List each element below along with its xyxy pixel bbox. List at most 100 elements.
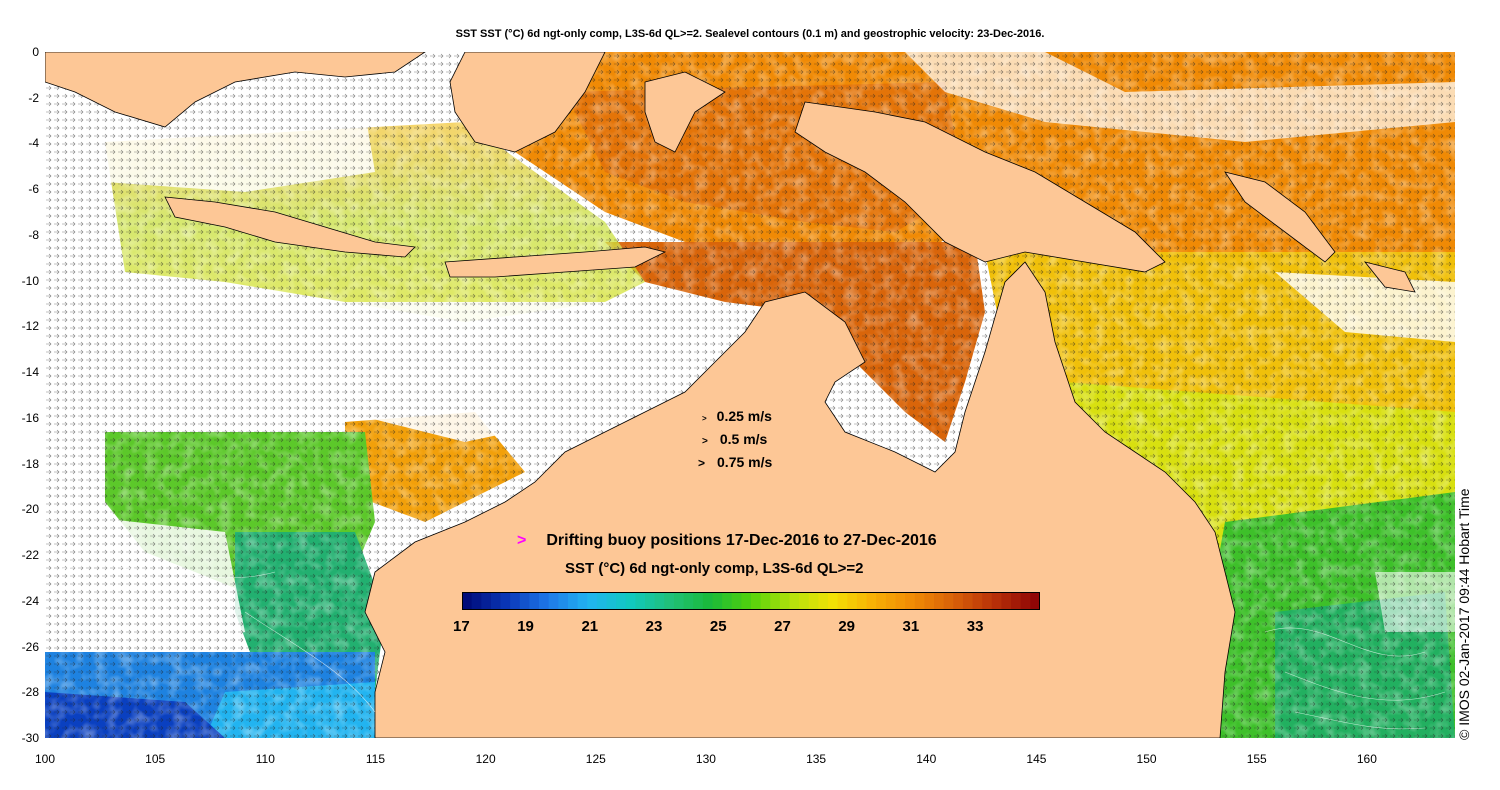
lat-tick-label: -26 [21, 639, 39, 654]
colorbar-tick-label: 21 [581, 618, 599, 635]
colorbar-segment [519, 592, 531, 610]
colorbar-tick-label: 23 [645, 618, 663, 635]
colorbar-segment [924, 592, 935, 610]
colorbar-segment [1001, 592, 1012, 610]
lat-tick-label: -16 [21, 410, 39, 425]
colorbar-segment [885, 592, 897, 610]
colorbar-segment [548, 592, 559, 610]
velocity-legend-1: >0.25 m/s [702, 408, 772, 424]
colorbar-segment [539, 592, 550, 610]
colorbar-segment [856, 592, 868, 610]
colorbar-segment [934, 592, 945, 610]
colorbar-segment [914, 592, 925, 610]
colorbar-segment [462, 592, 473, 610]
lat-tick-label: -14 [21, 365, 39, 380]
colorbar-segment [500, 592, 511, 610]
lon-tick-label: 105 [145, 752, 166, 766]
colorbar-segment [654, 592, 665, 610]
lon-tick-label: 130 [695, 752, 716, 766]
lon-tick-label: 115 [365, 752, 386, 766]
land-vanuatu [1363, 261, 1416, 293]
lon-tick-label: 125 [585, 752, 606, 766]
colorbar-segment [702, 592, 714, 610]
land-sumatra [45, 52, 426, 128]
colorbar-segment [693, 592, 704, 610]
colorbar-segment [982, 592, 993, 610]
colorbar-segment [625, 592, 636, 610]
colorbar-segment [567, 592, 579, 610]
colorbar-tick-label: 29 [838, 618, 856, 635]
lon-tick-label: 160 [1356, 752, 1377, 766]
land-australia [364, 261, 1236, 738]
lat-tick-label: -24 [21, 593, 39, 608]
colorbar-tick-label: 17 [453, 618, 470, 635]
velocity-legend-3: >0.75 m/s [698, 454, 773, 470]
colorbar-segment [837, 592, 848, 610]
colorbar-tick-label: 27 [774, 618, 791, 635]
colorbar-segment [789, 592, 800, 610]
colorbar-tick-label: 33 [966, 618, 984, 635]
lat-tick-label: 0 [32, 45, 39, 59]
colorbar-segment [731, 592, 742, 610]
colorbar-segment [481, 592, 492, 610]
colorbar-tick-label: 19 [517, 618, 534, 635]
lon-tick-label: 135 [806, 752, 827, 766]
lon-tick-label: 140 [916, 752, 937, 766]
land-lesser-sunda [444, 246, 667, 278]
colorbar-segment [770, 592, 781, 610]
lat-tick-label: -22 [21, 548, 39, 563]
colorbar-segment [962, 592, 974, 610]
colorbar-segment [905, 592, 916, 610]
lat-tick-label: -6 [28, 182, 39, 197]
lon-tick-label: 100 [34, 752, 56, 766]
land-sulawesi [644, 71, 726, 153]
arrow-small-icon: > [702, 414, 707, 423]
colorbar-segment [490, 592, 502, 610]
colorbar-segment [808, 592, 820, 610]
colorbar-segment [876, 592, 887, 610]
colorbar-tick-label: 31 [902, 618, 920, 635]
buoy-marker-icon: > [517, 532, 527, 549]
lat-tick-label: -2 [28, 90, 39, 105]
colorbar-segment [606, 592, 617, 610]
colorbar-segment [645, 592, 656, 610]
sst-colorbar [462, 592, 1040, 610]
colorbar-segment [943, 592, 954, 610]
colorbar-segment [866, 592, 877, 610]
colorbar-segment [847, 592, 858, 610]
arrow-medium-icon: > [702, 436, 708, 447]
lat-tick-label: -20 [21, 502, 39, 517]
colorbar-segment [1020, 592, 1031, 610]
colorbar-segment [972, 592, 983, 610]
lat-tick-label: -8 [28, 227, 39, 242]
land-solomon [1224, 171, 1336, 263]
colorbar-segment [673, 592, 685, 610]
lon-tick-label: 110 [255, 752, 275, 766]
colorbar-segment [510, 592, 521, 610]
lat-tick-label: -10 [21, 273, 39, 288]
lat-tick-label: -28 [21, 685, 39, 700]
lat-tick-label: -30 [21, 731, 39, 745]
sealevel-contours [45, 565, 1446, 730]
land-new-guinea [794, 101, 1166, 273]
colorbar-segment [616, 592, 627, 610]
colorbar-segment [741, 592, 752, 610]
colorbar-segment [577, 592, 588, 610]
colorbar-segment [722, 592, 733, 610]
copyright-text: © IMOS 02-Jan-2017 09:44 Hobart Time [1456, 488, 1472, 740]
colorbar-segment [895, 592, 906, 610]
sst-map[interactable]: >0.25 m/s >0.5 m/s >0.75 m/s > Drifting b… [45, 52, 1455, 738]
colorbar-segment [1030, 592, 1040, 610]
colorbar-segment [712, 592, 723, 610]
colorbar-title: SST (°C) 6d ngt-only comp, L3S-6d QL>=2 [565, 560, 864, 577]
lat-tick-label: -4 [28, 136, 39, 151]
land [45, 52, 1416, 738]
colorbar-segment [471, 592, 482, 610]
colorbar-segment [760, 592, 771, 610]
colorbar-segment [991, 592, 1003, 610]
colorbar-segment [683, 592, 694, 610]
colorbar-segment [779, 592, 791, 610]
colorbar-segment [587, 592, 598, 610]
colorbar-tick-label: 25 [709, 618, 727, 635]
lon-tick-label: 145 [1026, 752, 1047, 766]
